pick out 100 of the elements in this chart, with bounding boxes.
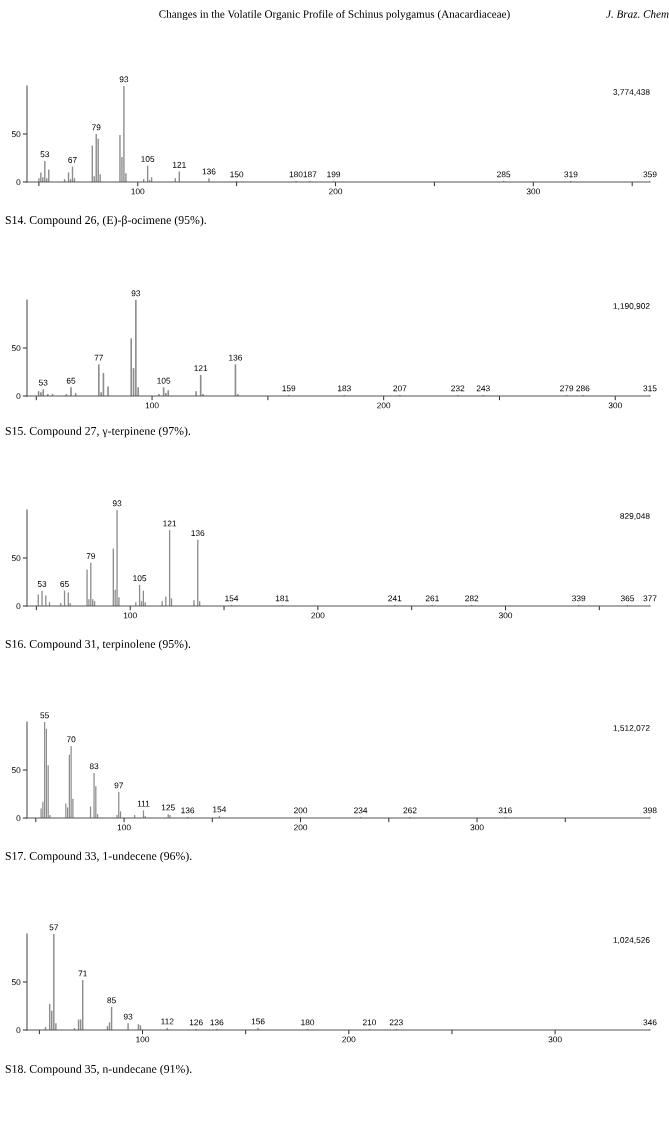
annotation: 377 (643, 595, 657, 602)
annotation: 111 (137, 800, 150, 807)
x-tick-label: 200 (294, 824, 308, 831)
annotation: 3,774,438 (613, 89, 650, 96)
x-tick-label: 300 (498, 612, 513, 619)
annotation: 93 (131, 290, 141, 297)
annotation: 180 (289, 171, 303, 178)
y-tick-label: 0 (16, 603, 21, 610)
y-tick-label: 50 (11, 979, 21, 986)
annotation: 829,048 (620, 513, 650, 520)
annotation: 1,512,072 (613, 725, 650, 732)
annotation: 79 (92, 124, 101, 131)
annotation: 279 (560, 385, 574, 392)
text: J. Braz. Chem (606, 9, 669, 18)
x-tick-label: 300 (526, 188, 540, 195)
x-tick-label: 100 (123, 612, 137, 619)
annotation: 150 (230, 171, 244, 178)
y-tick-label: 0 (16, 393, 21, 400)
annotation: 1,024,526 (613, 937, 650, 944)
y-tick-label: 50 (11, 555, 21, 562)
annotation: 261 (425, 595, 439, 602)
annotation: 121 (172, 161, 186, 168)
annotation: 53 (38, 379, 48, 386)
x-tick-label: 200 (329, 188, 343, 195)
text: S15. Compound 27, γ-terpinene (97%). (5, 426, 191, 438)
annotation: 156 (251, 1018, 265, 1025)
annotation: 346 (643, 1019, 657, 1026)
y-tick-label: 50 (11, 767, 21, 774)
x-tick-label: 100 (131, 188, 145, 195)
x-tick-label: 200 (311, 612, 325, 619)
annotation: 70 (66, 736, 76, 743)
annotation: 105 (157, 377, 171, 384)
y-tick-label: 50 (11, 131, 21, 138)
text: S14. Compound 26, (E)-β-ocimene (95%). (5, 215, 206, 227)
annotation: 125 (161, 804, 175, 811)
annotation: 199 (327, 171, 341, 178)
text: Changes in the Volatile Organic Profile of Schinus polygamus (Anacardiaceae) (159, 9, 510, 21)
annotation: 286 (576, 385, 590, 392)
annotation: 159 (282, 385, 296, 392)
annotation: 136 (210, 1019, 224, 1026)
annotation: 65 (60, 581, 69, 587)
annotation: 71 (78, 970, 87, 977)
y-tick-label: 0 (16, 815, 21, 822)
y-tick-label: 50 (11, 345, 21, 352)
annotation: 241 (388, 595, 402, 602)
annotation: 112 (161, 1018, 174, 1025)
annotation: 234 (354, 807, 368, 814)
annotation: 83 (89, 763, 99, 770)
annotation: 77 (94, 354, 104, 361)
annotation: 121 (194, 365, 208, 372)
annotation: 1,190,902 (613, 303, 650, 310)
annotation: 67 (68, 157, 77, 163)
annotation: 319 (564, 171, 578, 178)
annotation: 53 (37, 581, 47, 587)
annotation: 126 (189, 1019, 203, 1026)
annotation: 339 (572, 595, 586, 602)
annotation: 180 (301, 1019, 315, 1026)
annotation: 121 (163, 520, 177, 527)
annotation: 359 (643, 171, 657, 178)
x-tick-label: 200 (377, 402, 391, 409)
annotation: 136 (181, 807, 195, 814)
annotation: 232 (451, 385, 465, 392)
annotation: 55 (40, 712, 49, 719)
annotation: 79 (86, 553, 96, 560)
annotation: 105 (141, 156, 155, 162)
annotation: 210 (362, 1019, 377, 1026)
annotation: 285 (497, 171, 511, 178)
text: S18. Compound 35, n-undecane (91%). (5, 1064, 192, 1076)
annotation: 97 (114, 782, 123, 789)
annotation: 85 (107, 997, 116, 1004)
x-tick-label: 300 (548, 1036, 562, 1043)
annotation: 223 (389, 1019, 403, 1026)
annotation: 200 (294, 807, 308, 814)
y-tick-label: 0 (16, 179, 21, 186)
annotation: 57 (49, 924, 59, 931)
annotation: 154 (213, 806, 227, 813)
x-tick-label: 300 (470, 824, 484, 831)
annotation: 136 (191, 530, 205, 537)
annotation: 136 (229, 354, 243, 361)
annotation: 398 (643, 807, 657, 814)
annotation: 316 (498, 807, 512, 814)
annotation: 136 (202, 168, 216, 175)
annotation: 93 (119, 76, 129, 83)
annotation: 181 (275, 595, 289, 602)
annotation: 93 (112, 500, 122, 507)
text: S16. Compound 31, terpinolene (95%). (5, 639, 191, 651)
annotation: 315 (643, 385, 657, 392)
annotation: 282 (465, 595, 479, 602)
annotation: 154 (225, 595, 239, 602)
annotation: 183 (337, 385, 351, 392)
annotation: 365 (620, 595, 635, 602)
annotation: 53 (40, 151, 50, 158)
annotation: 262 (403, 807, 417, 814)
text: S17. Compound 33, 1-undecene (96%). (5, 851, 192, 863)
annotation: 187 (303, 171, 317, 178)
x-tick-label: 200 (342, 1036, 356, 1043)
y-tick-label: 0 (16, 1027, 21, 1034)
x-tick-label: 300 (608, 402, 622, 409)
annotation: 105 (133, 575, 147, 582)
annotation: 93 (123, 1013, 133, 1020)
